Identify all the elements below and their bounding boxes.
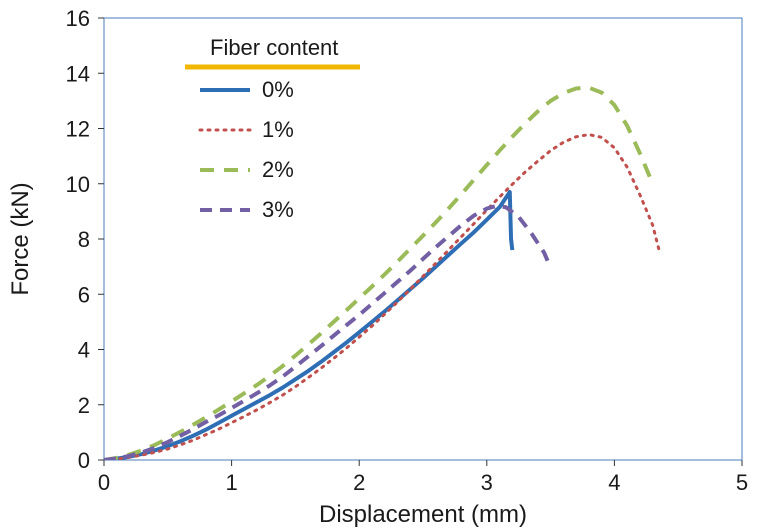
y-tick-label: 16 xyxy=(66,6,90,31)
y-axis-label: Force (kN) xyxy=(7,182,34,295)
series-line xyxy=(104,206,551,460)
legend-title: Fiber content xyxy=(210,35,338,60)
force-displacement-chart: 0246810121416012345Displacement (mm)Forc… xyxy=(0,0,766,528)
y-tick-label: 12 xyxy=(66,117,90,142)
y-tick-label: 2 xyxy=(78,393,90,418)
legend-item-label: 1% xyxy=(262,117,294,142)
y-tick-label: 8 xyxy=(78,227,90,252)
plot-border xyxy=(104,18,742,460)
legend-item-label: 2% xyxy=(262,157,294,182)
y-tick-label: 14 xyxy=(66,61,90,86)
series-line xyxy=(104,88,653,460)
y-tick-label: 4 xyxy=(78,338,90,363)
legend: Fiber content 0% 1% 2% 3% xyxy=(185,35,360,222)
y-tick-label: 0 xyxy=(78,448,90,473)
x-axis-label: Displacement (mm) xyxy=(319,501,527,528)
x-tick-label: 3 xyxy=(481,470,493,495)
x-tick-label: 1 xyxy=(225,470,237,495)
y-tick-label: 10 xyxy=(66,172,90,197)
legend-item-label: 3% xyxy=(262,197,294,222)
x-tick-label: 4 xyxy=(608,470,620,495)
legend-item-label: 0% xyxy=(262,77,294,102)
y-tick-label: 6 xyxy=(78,282,90,307)
x-tick-label: 2 xyxy=(353,470,365,495)
x-tick-label: 5 xyxy=(736,470,748,495)
x-tick-label: 0 xyxy=(98,470,110,495)
series-group xyxy=(104,88,659,460)
